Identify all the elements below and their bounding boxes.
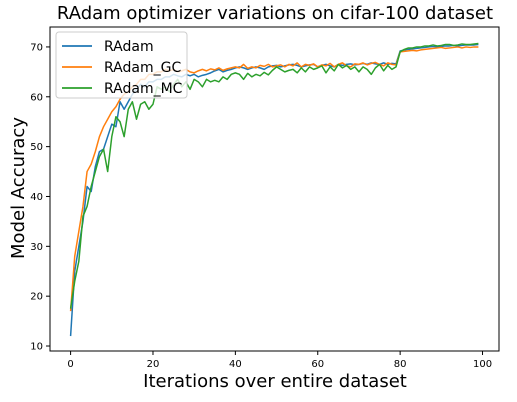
x-tick-label: 0 [67, 359, 73, 370]
y-axis-ticks: 10 20 30 40 50 60 70 [30, 42, 50, 353]
x-axis-label: Iterations over entire dataset [143, 371, 407, 392]
legend-label: RAdam [104, 39, 154, 55]
y-tick-label: 40 [30, 192, 43, 203]
series-line-radam-mc [69, 42, 479, 309]
legend-label: RAdam_GC [104, 60, 181, 76]
chart-title: RAdam optimizer variations on cifar-100 … [57, 3, 493, 24]
y-tick-label: 70 [30, 42, 43, 53]
y-tick-label: 30 [30, 242, 43, 253]
y-axis-label: Model Accuracy [8, 117, 29, 259]
legend-box [55, 31, 188, 99]
x-tick-label: 20 [147, 359, 160, 370]
x-tick-label: 60 [311, 359, 324, 370]
x-tick-label: 40 [229, 359, 242, 370]
axes-frame [49, 26, 500, 352]
y-tick-label: 10 [30, 342, 43, 353]
legend: RAdam RAdam_GC RAdam_MC [55, 31, 188, 99]
x-tick-label: 80 [394, 359, 407, 370]
y-tick-label: 50 [30, 142, 43, 153]
legend-label: RAdam_MC [104, 81, 183, 97]
x-tick-label: 100 [473, 359, 492, 370]
y-tick-label: 20 [30, 292, 43, 303]
x-axis-ticks: 0 20 40 60 80 100 [67, 351, 492, 370]
y-tick-label: 60 [30, 92, 43, 103]
